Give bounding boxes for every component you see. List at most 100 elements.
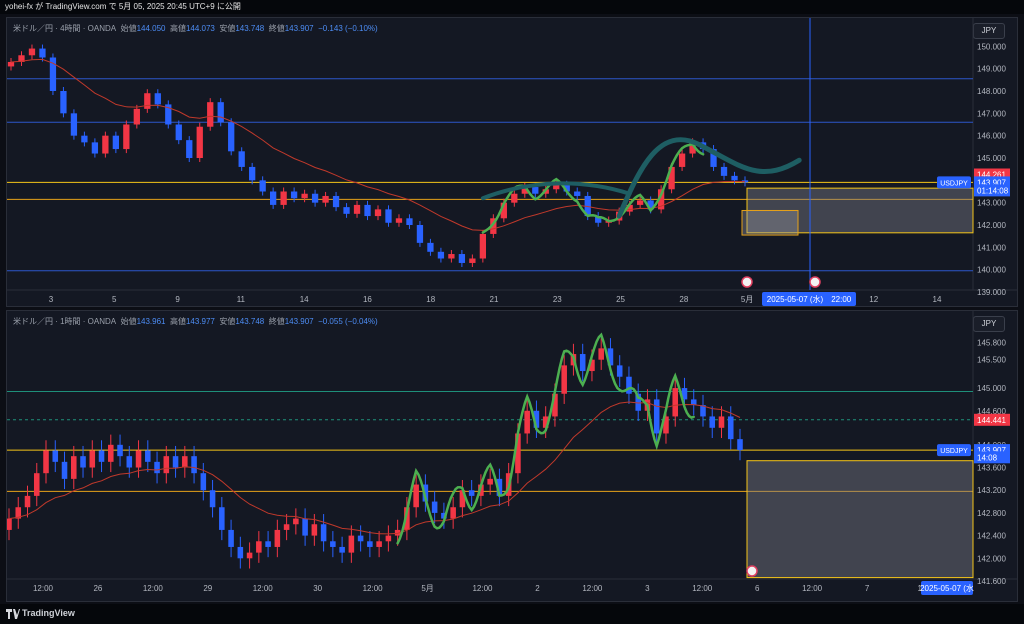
candle-body: [163, 456, 170, 474]
candle-body: [343, 207, 350, 214]
price-label-bg: [974, 451, 1010, 464]
candle-body: [249, 166, 256, 181]
time-tick-label: 25: [616, 295, 625, 304]
candle-body: [413, 484, 419, 508]
candle-body: [154, 93, 161, 105]
candle-body: [598, 348, 604, 360]
candle-body: [441, 512, 447, 519]
candle-body: [690, 399, 697, 406]
time-tick-label: 26: [93, 584, 102, 593]
candle-body: [39, 48, 46, 58]
candle-body: [459, 490, 466, 508]
close-label: 終値: [268, 317, 285, 326]
candle-body: [521, 187, 528, 194]
high-label: 高値: [169, 24, 186, 33]
open-value: 144.050: [136, 24, 166, 33]
candle-body: [626, 376, 632, 394]
candle-body: [269, 191, 277, 205]
open-label: 始値: [120, 317, 137, 326]
candle-body: [700, 405, 706, 417]
chart-canvas-1h[interactable]: 145.800145.500145.000144.600144.000143.6…: [7, 311, 1017, 601]
candle-body: [500, 202, 507, 219]
candle-body: [209, 490, 216, 508]
chart-panel-4h[interactable]: 米ドル／円 · 4時間 · OANDA 始値144.050 高値144.073 …: [6, 17, 1018, 307]
candle-body: [579, 354, 586, 372]
time-tick-label: 18: [426, 295, 435, 304]
candle-body: [515, 433, 521, 474]
price-tick-label: 143.600: [977, 464, 1006, 473]
time-tooltip: 2025-05-07 (水) 22:00: [762, 292, 856, 306]
candle-body: [663, 416, 669, 434]
candle-body: [126, 456, 133, 468]
chart-panel-1h[interactable]: 米ドル／円 · 1時間 · OANDA 始値143.961 高値143.977 …: [6, 310, 1018, 602]
candle-body: [290, 191, 298, 199]
time-tick-label: 16: [363, 295, 372, 304]
candle-body: [191, 456, 197, 474]
price-tick-label: 150.000: [977, 42, 1006, 51]
economic-event-icon: [809, 276, 821, 288]
candle-body: [283, 524, 290, 530]
candles: [7, 338, 743, 569]
candle-body: [133, 108, 140, 125]
price-axis: 150.000 149.000 148.000 147.000 146.000 145.0…: [977, 42, 1006, 297]
time-tick-label: 30: [313, 584, 322, 593]
price-tick-label: 149.000: [977, 65, 1006, 74]
candle-body: [511, 193, 518, 203]
time-tooltip: 2025-05-07 (水: [920, 581, 974, 595]
open-value: 143.961: [136, 317, 166, 326]
footer-bar: TradingView: [0, 604, 1024, 624]
moving-average-line: [8, 401, 741, 535]
price-label-bg: [974, 184, 1010, 197]
candle-body: [322, 195, 329, 203]
price-tick-label: 142.400: [977, 532, 1006, 541]
candle-body: [727, 416, 734, 440]
candle-body: [589, 359, 595, 372]
candle-body: [542, 416, 549, 428]
candle-body: [348, 535, 355, 553]
price-label-text: 144.441: [977, 416, 1006, 425]
price-tick-label: 147.000: [977, 109, 1006, 118]
candle-body: [186, 140, 193, 158]
candle-body: [274, 529, 281, 547]
price-label-bg: [937, 444, 971, 457]
candle-body: [404, 507, 410, 530]
candle-body: [718, 416, 725, 428]
candle-body: [18, 55, 25, 62]
candle-body: [353, 204, 361, 214]
candle-body: [479, 233, 487, 259]
candle-body: [280, 191, 287, 205]
candle-body: [61, 461, 68, 479]
candle-body: [616, 365, 623, 377]
time-tick-label: 12:00: [472, 584, 493, 593]
chart-canvas-4h[interactable]: 150.000 149.000 148.000 147.000 146.000 145.0…: [7, 18, 1017, 306]
price-label-text: 143.907: [977, 178, 1006, 187]
candle-body: [200, 473, 207, 491]
candle-body: [49, 57, 57, 91]
low-label: 安値: [219, 317, 236, 326]
candle-body: [437, 251, 445, 259]
time-tick-label: 21: [490, 295, 499, 304]
time-tick-label: 5: [112, 295, 117, 304]
price-label-text: 01:14:08: [977, 186, 1009, 195]
candle-body: [217, 102, 224, 123]
currency-button[interactable]: JPY: [973, 316, 1005, 332]
candle-body: [364, 204, 371, 217]
candle-body: [374, 209, 382, 217]
open-label: 始値: [120, 24, 137, 33]
price-label-text: USDJPY: [940, 180, 968, 187]
candle-body: [89, 450, 96, 468]
time-tick-label: 12:00: [802, 584, 823, 593]
price-label-text: 143.907: [977, 446, 1006, 455]
time-tick-label: 5月: [421, 584, 433, 593]
candle-body: [448, 254, 455, 259]
candle-body: [145, 450, 151, 462]
time-tick-label: 14: [933, 295, 942, 304]
candle-body: [524, 410, 530, 434]
candles: [7, 44, 749, 267]
time-tick-label: 12:00: [143, 584, 164, 593]
candle-body: [117, 444, 123, 457]
candle-body: [7, 61, 15, 67]
price-tick-label: 145.000: [977, 384, 1006, 393]
candle-body: [302, 518, 308, 536]
chart-legend-1h: 米ドル／円 · 1時間 · OANDA 始値143.961 高値143.977 …: [13, 316, 378, 327]
